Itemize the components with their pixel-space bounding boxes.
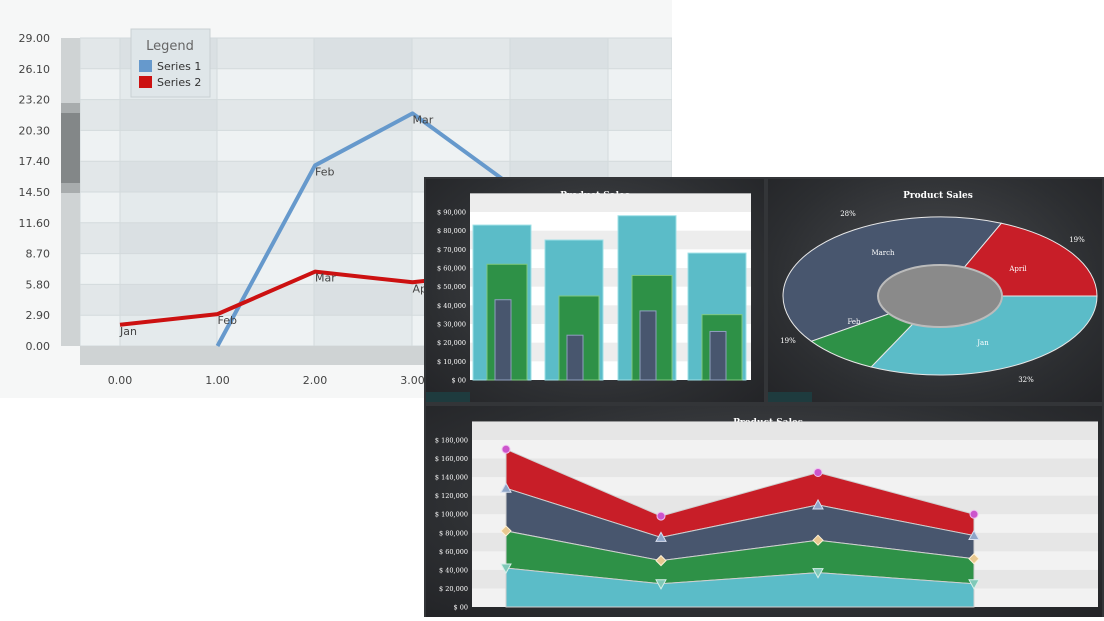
point-label: Feb <box>218 314 237 327</box>
y-tick-label: 0.00 <box>26 340 51 353</box>
legend-swatch-series1 <box>139 60 152 72</box>
bar-chart-card: Product Sales $ 00$ 10,000$ 20,000$ 30,0… <box>426 179 764 402</box>
y-tick-label: $ 20,000 <box>439 585 468 593</box>
area-marker <box>968 553 980 565</box>
area-marker <box>500 482 512 493</box>
area-marker <box>969 509 979 519</box>
y-tick-label: 23.20 <box>19 94 51 107</box>
y-tick-label: $ 20,000 <box>437 339 466 347</box>
y-tick-label: 17.40 <box>19 155 51 168</box>
area-marker <box>812 568 824 579</box>
slice-label: March <box>871 249 895 257</box>
x-tick-label: 2.00 <box>303 374 328 387</box>
bar <box>709 330 727 381</box>
x-tick-label: 3.00 <box>400 374 425 387</box>
area-marker <box>968 529 980 541</box>
y-tick-label: $ 60,000 <box>437 265 466 273</box>
point-label: Mar <box>413 113 434 126</box>
y-tick-label: $ 80,000 <box>439 529 468 537</box>
pie-chart-title: Product Sales <box>903 191 973 201</box>
legend-title: Legend <box>146 39 194 54</box>
slice-label: April <box>1008 265 1027 273</box>
y-tick-label: $ 180,000 <box>435 437 468 445</box>
y-tick-label: $ 70,000 <box>437 246 466 254</box>
y-tick-label: $ 160,000 <box>435 455 468 463</box>
area-chart-card: Product Sales $ 00$ 20,000$ 40,000$ 60,0… <box>426 406 1102 617</box>
y-tick-label: $ 10,000 <box>437 358 466 366</box>
bar <box>566 334 584 381</box>
area-marker <box>500 525 512 537</box>
dashboard-panels: Product Sales $ 00 $ 10,000 $ 20,000 $ 30,0… <box>424 177 1104 617</box>
area-marker <box>968 579 980 590</box>
slice-label: Jan <box>976 339 989 347</box>
donut-hole <box>877 264 1003 328</box>
point-label: Mar <box>315 272 336 285</box>
slice-percent: 28% <box>840 210 856 218</box>
area-marker <box>813 467 823 477</box>
legend: Legend Series 1 Series 2 <box>130 28 211 98</box>
y-tick-label: $ 80,000 <box>437 227 466 235</box>
y-tick-label: $ 100,000 <box>435 511 468 519</box>
y-tick-label: $ 30,000 <box>437 321 466 329</box>
bar <box>494 299 512 381</box>
y-tick-label: $ 00 <box>452 377 466 385</box>
y-tick-label: 20.30 <box>19 124 51 137</box>
y-tick-label: $ 140,000 <box>435 474 468 482</box>
y-tick-label: $ 60,000 <box>439 548 468 556</box>
area-marker <box>501 444 511 454</box>
slice-label: Feb <box>847 318 861 326</box>
y-tick-label: $ 00 <box>454 604 468 612</box>
legend-label-series2: Series 2 <box>157 76 201 89</box>
pie-chart-card: Product Sales March 28% April 19% Jan 32% Feb 1… <box>768 179 1102 402</box>
area-marker <box>500 563 512 575</box>
legend-swatch-series2 <box>139 76 152 88</box>
bar <box>639 310 657 381</box>
y-tick-label: $ 50,000 <box>437 283 466 291</box>
y-tick-label: 8.70 <box>26 248 51 261</box>
y-tick-label: $ 120,000 <box>435 492 468 500</box>
pie-chart: Product Sales March 28% April 19% Jan 32% Feb 1… <box>768 191 1098 402</box>
series-line-1 <box>215 111 512 347</box>
point-label: Jan <box>119 325 137 338</box>
slice-percent: 19% <box>1069 236 1085 244</box>
y-tick-label: 26.10 <box>19 63 51 76</box>
y-tick-label: $ 40,000 <box>439 566 468 574</box>
area-marker <box>812 498 824 510</box>
area-series-1 <box>505 567 975 608</box>
area-chart: Product Sales $ 00$ 20,000$ 40,000$ 60,0… <box>435 418 1098 612</box>
area-marker <box>655 554 667 567</box>
y-tick-label: 29.00 <box>19 32 51 45</box>
slice-percent: 19% <box>780 337 796 345</box>
y-tick-label: 5.80 <box>26 278 51 291</box>
legend-label-series1: Series 1 <box>157 60 201 73</box>
y-tick-label: 11.60 <box>19 217 51 230</box>
area-marker <box>812 534 824 546</box>
y-tick-label: 14.50 <box>19 186 51 199</box>
y-tick-label: 2.90 <box>26 309 51 322</box>
area-marker <box>655 579 667 590</box>
area-marker <box>655 531 667 542</box>
area-marker <box>656 511 666 521</box>
y-tick-label: $ 90,000 <box>437 209 466 217</box>
x-tick-label: 0.00 <box>108 374 133 387</box>
x-tick-label: 1.00 <box>205 374 230 387</box>
slice-percent: 32% <box>1018 376 1034 384</box>
point-label: Feb <box>315 165 334 178</box>
y-tick-label: $ 40,000 <box>437 302 466 310</box>
bar-chart: Product Sales $ 00$ 10,000$ 20,000$ 30,0… <box>426 191 751 402</box>
